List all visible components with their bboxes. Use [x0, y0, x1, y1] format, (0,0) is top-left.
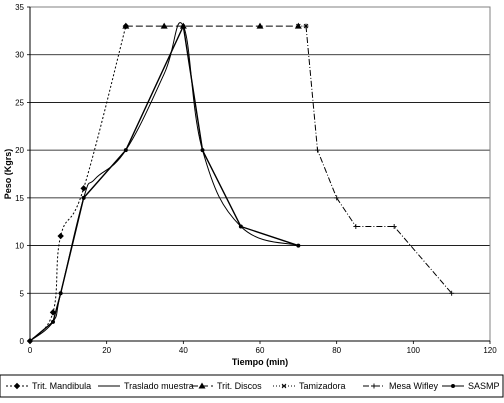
x-tick-label: 20 — [102, 346, 111, 355]
legend-entry: Trit. Mandibula — [6, 381, 91, 391]
x-axis-title: Tiempo (min) — [232, 357, 288, 367]
legend-entry: SASMP — [442, 381, 500, 391]
y-axis-title: Peso (Kgrs) — [3, 149, 13, 200]
x-tick-label: 40 — [179, 346, 188, 355]
y-tick-label: 35 — [15, 3, 24, 12]
data-point — [80, 185, 87, 192]
data-point — [303, 23, 309, 29]
x-tick-label: 60 — [256, 346, 265, 355]
series-mesa-wifley — [303, 23, 455, 296]
data-point — [58, 291, 63, 296]
data-point — [123, 148, 128, 153]
y-tick-label: 15 — [15, 194, 24, 203]
legend-entry: Trit. Discos — [191, 381, 262, 391]
data-point — [122, 22, 130, 29]
legend-marker — [371, 383, 377, 389]
y-tick-label: 25 — [15, 98, 24, 107]
data-point — [160, 22, 168, 29]
series-layer — [26, 22, 455, 345]
data-point — [296, 23, 301, 29]
legend-entry: Tamizadora — [273, 381, 346, 391]
data-point — [449, 290, 455, 296]
x-tick-label: 120 — [483, 346, 497, 355]
data-point — [315, 147, 320, 153]
y-tick-label: 10 — [15, 242, 24, 251]
legend-label: Traslado muestra — [124, 381, 194, 391]
x-tick-label: 100 — [407, 346, 421, 355]
x-tick-label: 0 — [28, 346, 33, 355]
data-point — [51, 319, 55, 324]
x-axis: 0 20 40 60 80 100 120 — [28, 340, 497, 355]
series-line — [305, 26, 453, 294]
legend-label: Trit. Mandibula — [32, 381, 91, 391]
legend-marker — [13, 382, 21, 390]
data-point — [81, 195, 86, 200]
y-tick-label: 5 — [20, 289, 25, 298]
legend-label: Tamizadora — [299, 381, 346, 391]
y-tick-label: 0 — [20, 337, 25, 346]
series-trit-mandibula — [26, 22, 130, 345]
legend-marker — [281, 383, 287, 389]
data-point — [28, 339, 32, 343]
legend-marker — [451, 384, 455, 388]
plot-area — [29, 6, 491, 342]
legend: Trit. Mandibula Traslado muestra Trit. Dis… — [6, 381, 500, 391]
data-point — [181, 24, 186, 29]
legend-entry: Traslado muestra — [98, 381, 194, 391]
series-trit-discos — [122, 22, 302, 29]
legend-entry: Mesa Wifley — [363, 381, 439, 391]
y-tick-label: 20 — [15, 146, 24, 155]
legend-box — [0, 374, 504, 398]
y-axis: 0 5 10 15 20 25 30 35 — [15, 3, 31, 346]
data-point — [256, 22, 264, 29]
legend-marker — [198, 382, 206, 389]
data-point — [57, 232, 64, 240]
gridlines — [30, 6, 490, 294]
data-point — [238, 224, 243, 229]
data-point — [296, 243, 301, 248]
legend-label: SASMP — [468, 381, 500, 391]
series-sasmp — [28, 23, 301, 343]
y-tick-label: 30 — [15, 51, 24, 60]
data-point — [334, 195, 340, 201]
x-tick-label: 80 — [332, 346, 341, 355]
legend-label: Mesa Wifley — [389, 381, 439, 391]
series-line — [29, 25, 127, 342]
legend-label: Trit. Discos — [217, 381, 262, 391]
data-point — [391, 223, 397, 229]
data-point — [353, 223, 359, 229]
data-point — [200, 148, 205, 153]
